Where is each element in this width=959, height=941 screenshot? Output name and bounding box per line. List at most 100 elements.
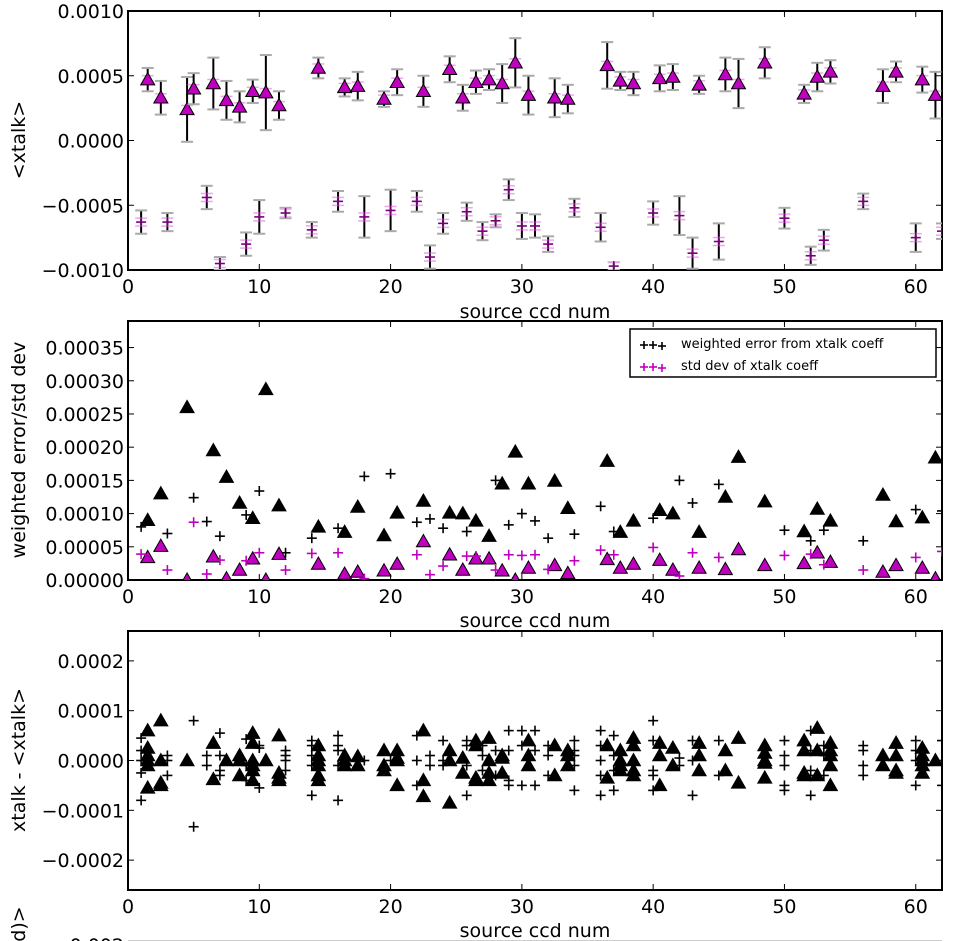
data-point-triangle: [914, 509, 931, 524]
data-point-triangle: [139, 757, 156, 772]
data-point-triangle: [257, 381, 274, 396]
data-point-plus: [162, 217, 173, 228]
data-point-plus: [858, 770, 869, 781]
x-axis-label: source ccd num: [460, 920, 611, 941]
data-point-plus: [569, 735, 580, 746]
data-point-plus: [595, 501, 606, 512]
data-point-triangle: [441, 794, 458, 809]
y-tick-label: 0.00005: [45, 537, 124, 559]
data-point-triangle: [625, 556, 642, 570]
y-axis-label: xtalk - <xtalk>: [8, 688, 30, 832]
data-point-plus: [937, 226, 942, 237]
data-point-plus: [805, 535, 816, 546]
y-tick-label: 0.00000: [45, 570, 124, 592]
data-point-triangle: [139, 722, 156, 737]
data-point-triangle: [691, 76, 707, 91]
data-point-triangle: [205, 771, 222, 786]
data-point-plus: [438, 561, 449, 572]
data-point-plus: [858, 535, 869, 546]
data-point-triangle: [664, 562, 681, 576]
y-axis-label: <xtalk>: [8, 101, 30, 179]
data-point-triangle: [888, 747, 904, 762]
data-point-plus: [516, 508, 527, 519]
data-point-plus: [805, 790, 816, 801]
y-axis-label: weighted error/std dev: [8, 342, 30, 559]
data-point-plus: [937, 546, 942, 557]
data-point-plus: [438, 760, 449, 771]
data-point-plus: [503, 725, 514, 736]
data-point-triangle: [546, 557, 563, 572]
data-point-triangle: [717, 66, 734, 81]
data-point-triangle: [651, 552, 668, 566]
data-point-plus: [687, 790, 698, 801]
data-point-triangle: [271, 97, 287, 112]
data-point-plus: [687, 248, 698, 259]
data-point-triangle: [205, 75, 222, 90]
data-point-plus: [530, 725, 540, 736]
data-point-plus: [543, 770, 554, 781]
data-point-triangle: [559, 500, 576, 515]
data-point-triangle: [796, 767, 813, 782]
data-point-triangle: [691, 560, 707, 574]
data-point-plus: [162, 755, 173, 766]
data-point-triangle: [822, 63, 839, 78]
x-tick-label: 60: [904, 896, 928, 918]
data-point-plus: [461, 206, 472, 217]
data-point-plus: [818, 770, 829, 781]
data-point-plus: [241, 239, 252, 250]
data-point-triangle: [389, 556, 406, 570]
legend-label-std-dev: std dev of xtalk coeff: [681, 359, 819, 374]
data-point-plus: [424, 513, 435, 524]
data-point-plus: [674, 210, 685, 221]
data-point-plus: [280, 755, 291, 766]
data-point-triangle: [914, 560, 931, 574]
data-point-triangle: [376, 762, 392, 777]
data-point-plus: [254, 486, 265, 497]
data-point-plus: [595, 790, 606, 801]
data-point-triangle: [152, 538, 169, 552]
data-point-plus: [713, 735, 724, 746]
data-point-plus: [201, 750, 212, 761]
data-point-plus: [306, 790, 317, 801]
data-point-plus: [858, 196, 869, 207]
data-point-plus: [490, 565, 501, 576]
data-point-plus: [818, 525, 829, 536]
legend-marker-weighted-error: [640, 341, 666, 350]
data-point-plus: [858, 565, 869, 576]
y-tick-label: 0.0000: [58, 131, 124, 153]
data-point-triangle: [389, 777, 406, 792]
data-point-triangle: [612, 72, 629, 87]
data-point-triangle: [559, 91, 576, 105]
data-point-plus: [162, 528, 173, 539]
data-point-triangle: [182, 571, 192, 580]
data-point-plus: [805, 725, 816, 736]
legend: weighted error from xtalk coeff std dev …: [629, 328, 937, 378]
data-point-plus: [648, 513, 659, 524]
data-point-plus: [543, 239, 554, 250]
data-point-plus: [937, 505, 942, 516]
data-point-plus: [569, 750, 580, 761]
data-point-triangle: [244, 772, 261, 787]
data-point-plus: [424, 569, 435, 580]
x-tick-label: 30: [510, 896, 534, 918]
data-point-triangle: [756, 769, 773, 784]
data-point-triangle: [468, 737, 484, 752]
data-point-plus: [910, 232, 921, 243]
data-point-plus: [648, 542, 659, 553]
data-point-plus: [543, 533, 554, 544]
x-tick-label: 30: [510, 276, 534, 298]
data-point-triangle: [507, 443, 524, 458]
data-point-plus: [411, 780, 422, 791]
data-point-plus: [359, 211, 370, 222]
data-point-triangle: [927, 449, 942, 464]
legend-label-weighted-error: weighted error from xtalk coeff: [681, 337, 884, 352]
data-point-plus: [910, 504, 921, 515]
data-point-plus: [188, 492, 199, 503]
data-point-triangle: [152, 89, 169, 104]
data-point-plus: [254, 211, 265, 222]
data-point-triangle: [152, 752, 169, 767]
data-point-triangle: [179, 752, 195, 767]
data-point-triangle: [376, 562, 392, 577]
data-point-triangle: [221, 570, 232, 580]
